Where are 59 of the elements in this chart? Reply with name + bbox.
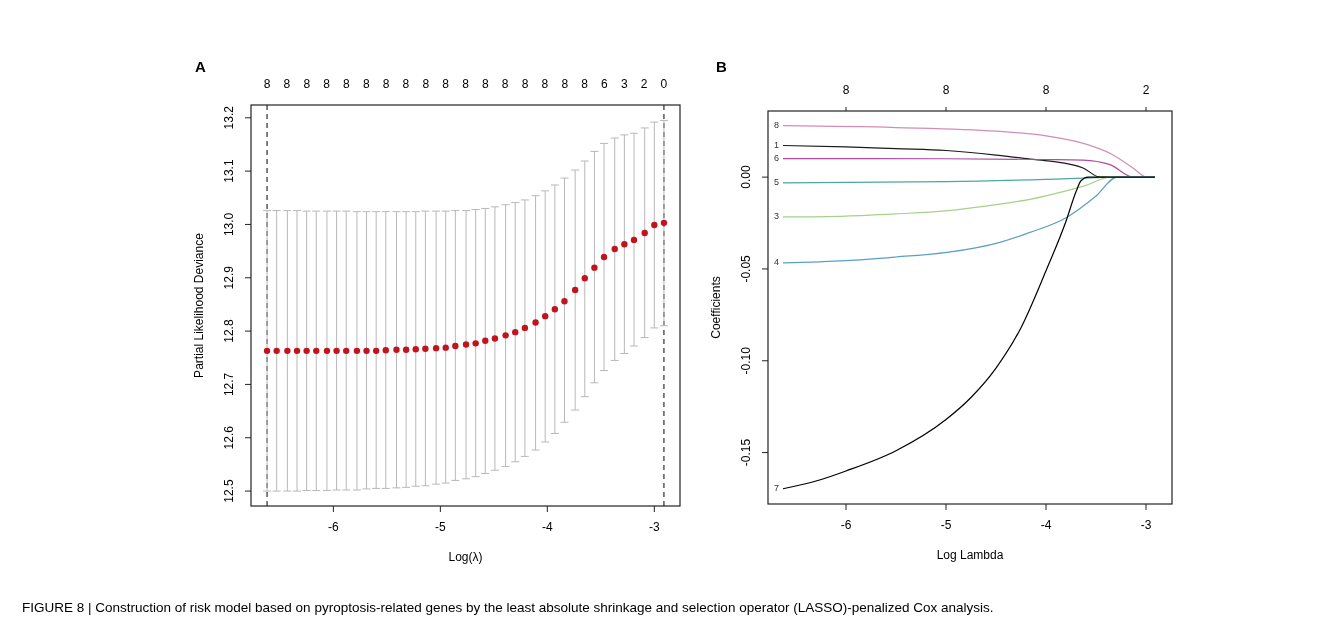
x-tick-label: -5 [435, 520, 447, 534]
text: 8 [362, 77, 370, 91]
text: 8 [561, 77, 569, 91]
text: 8 [541, 77, 549, 91]
y-tick-label: 13.0 [222, 212, 236, 237]
x-axis-title: Log(λ) [448, 550, 483, 564]
y-tick-label: 13.2 [222, 105, 236, 130]
text: 0 [660, 77, 668, 91]
x-tick-label: -6 [328, 520, 340, 534]
text: 8 [442, 77, 450, 91]
y-tick-label: -0.10 [739, 346, 753, 375]
text: 8 [521, 77, 529, 91]
x-axis-title: Log Lambda [936, 548, 1004, 562]
text: 8 [581, 77, 589, 91]
series-label: 6 [773, 152, 779, 163]
text: 8 [942, 83, 950, 97]
y-tick-label: 12.9 [222, 265, 236, 290]
text: 8 [501, 77, 509, 91]
y-tick-label: 0.00 [739, 165, 753, 189]
series-label: 3 [773, 211, 779, 222]
series-label: 5 [773, 177, 779, 188]
text: 8 [263, 77, 271, 91]
text: 8 [402, 77, 410, 91]
y-axis-title: Coefficients [709, 276, 723, 339]
y-tick-label: 12.6 [222, 425, 236, 450]
text: 8 [303, 77, 311, 91]
x-tick-label: -6 [840, 518, 852, 532]
series-label: 8 [773, 120, 779, 131]
y-tick-label: -0.15 [739, 438, 753, 467]
y-tick-label: 12.8 [222, 319, 236, 343]
series-label: 7 [773, 483, 779, 494]
x-tick-label: -4 [542, 520, 553, 534]
chart-title: A [195, 58, 206, 75]
x-tick-label: -3 [648, 520, 660, 534]
y-tick-label: 12.7 [222, 372, 236, 397]
text: 8 [343, 77, 351, 91]
text: 8 [323, 77, 331, 91]
x-tick-label: -3 [1140, 518, 1152, 532]
y-axis-title: Partial Likelihood Deviance [192, 232, 206, 378]
text: 6 [601, 77, 609, 91]
text: 2 [1142, 83, 1150, 97]
text: 3 [620, 77, 628, 91]
x-tick-label: -4 [1040, 518, 1052, 532]
caption: FIGURE 8 | Construction of risk model based on pyroptosis-related genes by the least absolute shrinkage and selection operator (LASSO)-penalized Cox analysis. [22, 600, 994, 615]
text: 8 [1042, 83, 1050, 97]
y-tick-label: 12.5 [222, 479, 236, 503]
y-tick-label: -0.05 [739, 254, 753, 283]
text: 8 [422, 77, 430, 91]
series-label: 4 [773, 257, 779, 268]
x-tick-label: -5 [940, 518, 952, 532]
text: 2 [640, 77, 648, 91]
text: 8 [462, 77, 470, 91]
text: 8 [283, 77, 291, 91]
text: 8 [842, 83, 850, 97]
chart-title: B [716, 58, 727, 75]
y-tick-label: 13.1 [222, 159, 236, 183]
text: 8 [482, 77, 489, 91]
text: 8 [382, 77, 390, 91]
series-label: 1 [773, 139, 779, 150]
